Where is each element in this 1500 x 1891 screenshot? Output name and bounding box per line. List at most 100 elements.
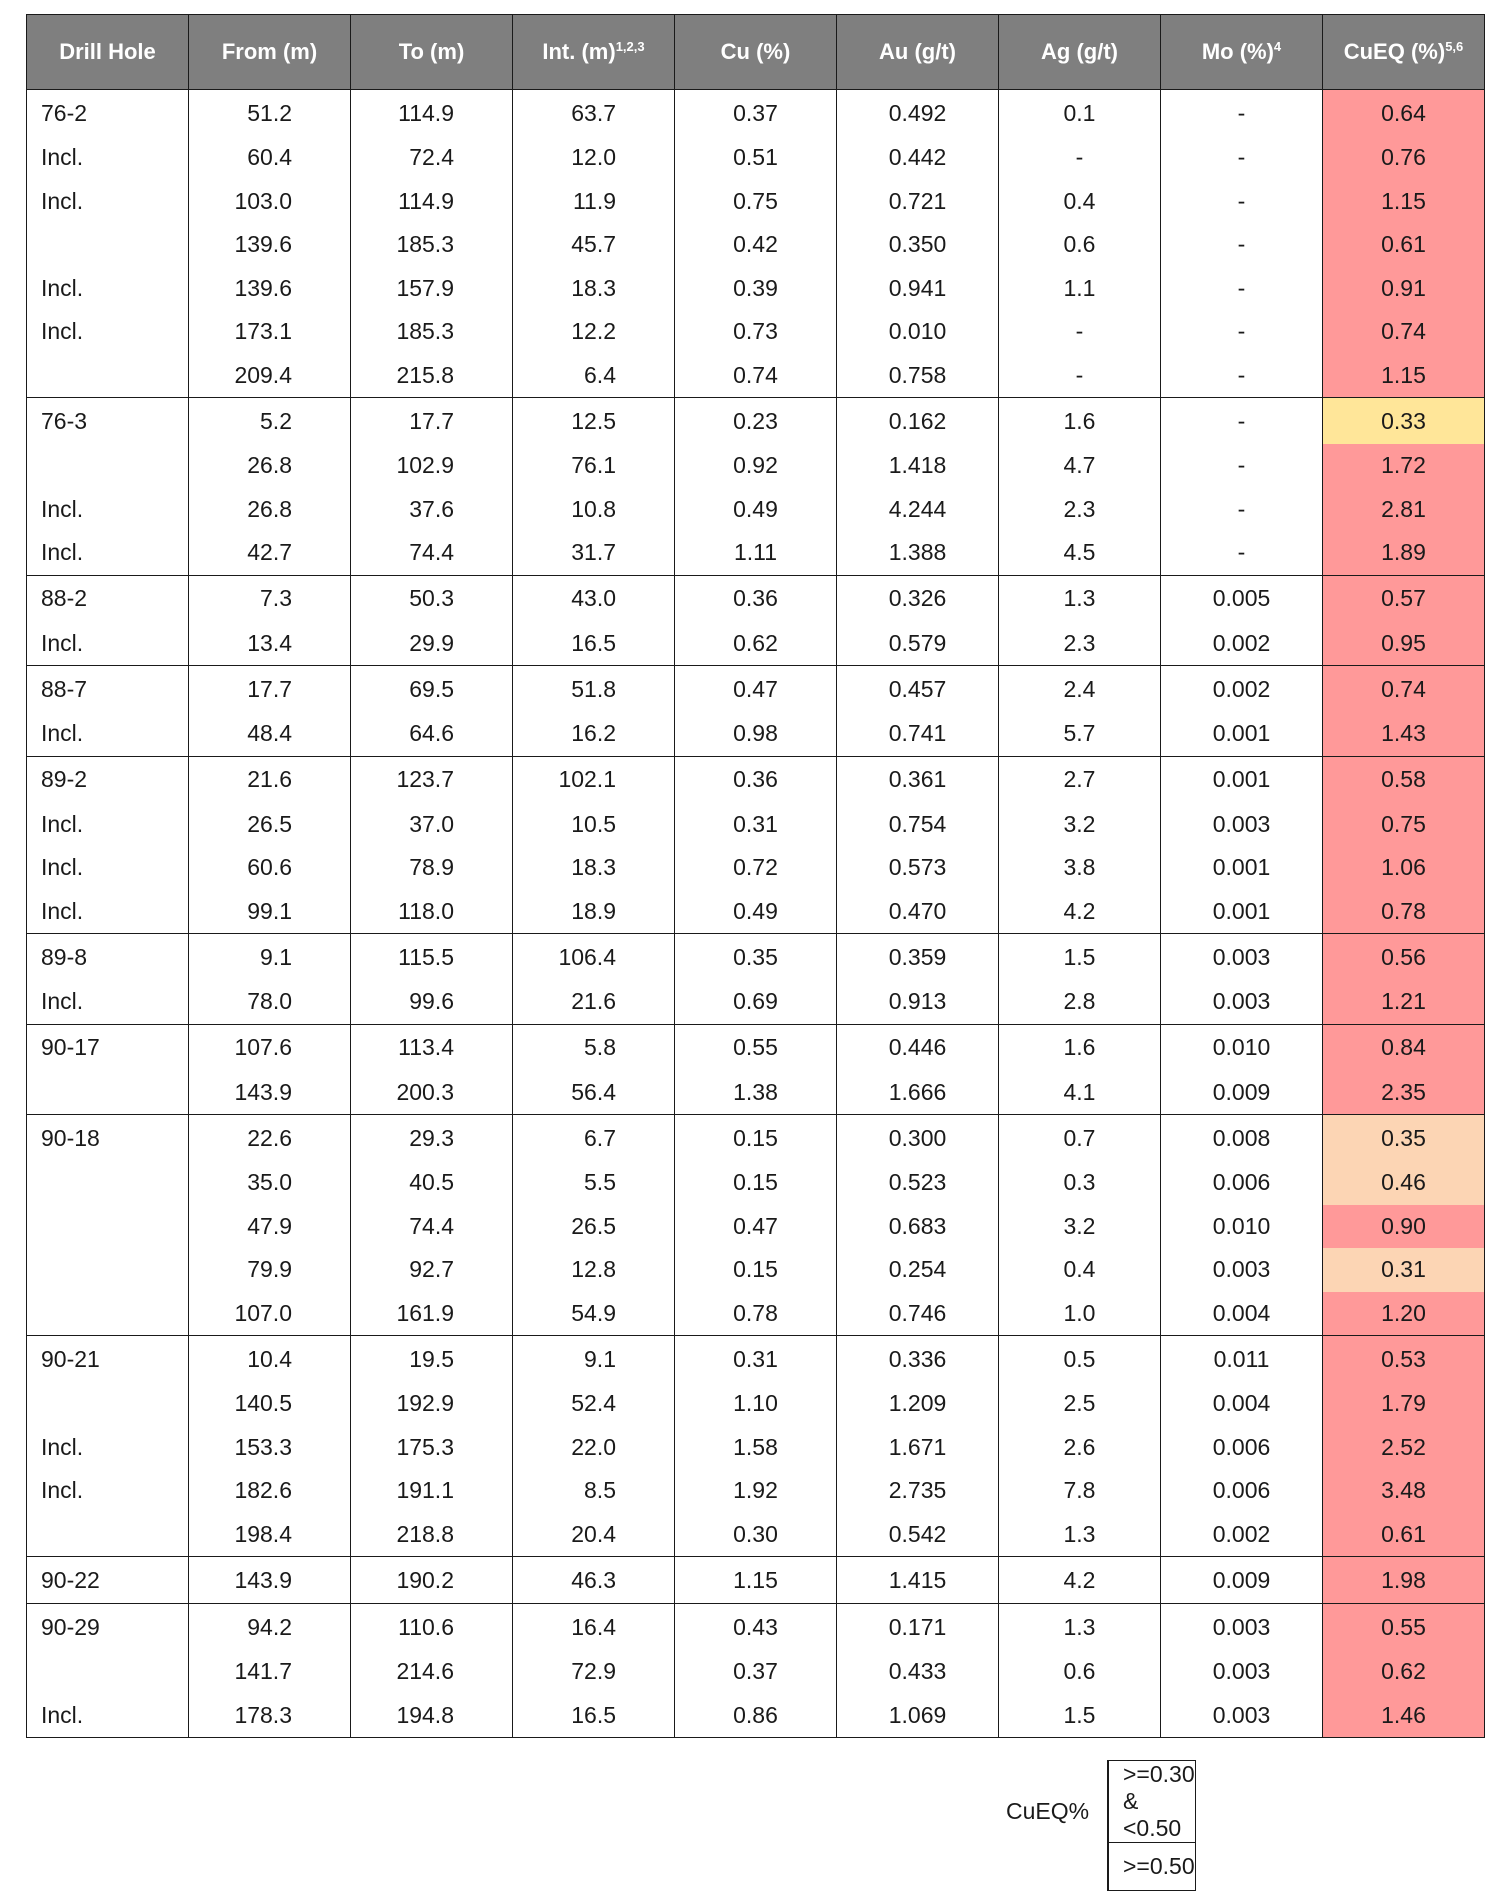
cell-cu: 0.31	[674, 802, 837, 846]
table-row: Incl. 153.3 175.3 22.0 1.58 1.671 2.6 0.006 2.52	[26, 1425, 1485, 1469]
cell-cueq: 0.61	[1322, 1512, 1485, 1557]
cell-cueq: 1.79	[1322, 1382, 1485, 1426]
cell-ag: 5.7	[998, 712, 1161, 756]
cell-cueq: 0.74	[1322, 310, 1485, 354]
cell-ag: 1.6	[998, 1023, 1161, 1071]
drill-results-table: Drill Hole From (m) To (m) Int. (m)1,2,3…	[26, 14, 1485, 1738]
cell-interval: 8.5	[512, 1469, 675, 1513]
cell-au: 0.010	[836, 310, 999, 354]
cell-interval: 72.9	[512, 1650, 675, 1694]
cell-from: 141.7	[188, 1650, 351, 1694]
cell-au: 0.359	[836, 933, 999, 980]
cell-interval: 26.5	[512, 1204, 675, 1248]
cell-from: 9.1	[188, 933, 351, 980]
cell-interval: 51.8	[512, 665, 675, 712]
cell-cu: 0.36	[674, 755, 837, 803]
cell-drill-hole: 88-2	[26, 574, 189, 622]
cell-mo: 0.003	[1160, 1693, 1323, 1738]
cell-au: 0.457	[836, 665, 999, 712]
cell-cueq: 1.72	[1322, 444, 1485, 488]
cell-drill-hole: Incl.	[26, 179, 189, 223]
cell-interval: 12.2	[512, 310, 675, 354]
cell-to: 74.4	[350, 531, 513, 575]
cell-au: 0.162	[836, 397, 999, 444]
cell-mo: 0.001	[1160, 889, 1323, 934]
cell-drill-hole: 89-8	[26, 933, 189, 980]
cell-interval: 16.2	[512, 712, 675, 756]
cell-from: 26.5	[188, 802, 351, 846]
cell-mo: 0.004	[1160, 1382, 1323, 1426]
cell-cueq: 1.20	[1322, 1291, 1485, 1336]
cell-to: 29.9	[350, 621, 513, 666]
cell-from: 51.2	[188, 89, 351, 136]
table-row: Incl. 60.6 78.9 18.3 0.72 0.573 3.8 0.001 1.06	[26, 846, 1485, 890]
cell-from: 13.4	[188, 621, 351, 666]
table-row: 47.9 74.4 26.5 0.47 0.683 3.2 0.010 0.90	[26, 1204, 1485, 1248]
cell-au: 0.433	[836, 1650, 999, 1694]
cell-to: 157.9	[350, 266, 513, 310]
cell-cueq: 0.56	[1322, 933, 1485, 980]
cell-interval: 12.8	[512, 1248, 675, 1292]
cell-interval: 22.0	[512, 1425, 675, 1469]
cell-from: 139.6	[188, 266, 351, 310]
header-row: Drill Hole From (m) To (m) Int. (m)1,2,3…	[26, 14, 1485, 90]
cell-cueq: 0.57	[1322, 574, 1485, 622]
cell-from: 17.7	[188, 665, 351, 712]
cell-to: 72.4	[350, 136, 513, 180]
table-row: 141.7 214.6 72.9 0.37 0.433 0.6 0.003 0.62	[26, 1650, 1485, 1694]
cell-mo: 0.003	[1160, 933, 1323, 980]
cell-ag: 3.8	[998, 846, 1161, 890]
cell-ag: 1.1	[998, 266, 1161, 310]
cell-interval: 16.4	[512, 1603, 675, 1650]
table-row: 88-2 7.3 50.3 43.0 0.36 0.326 1.3 0.005 0.57	[26, 574, 1485, 622]
cell-from: 42.7	[188, 531, 351, 575]
cell-to: 29.3	[350, 1114, 513, 1161]
cell-cu: 0.15	[674, 1248, 837, 1292]
cell-from: 21.6	[188, 755, 351, 803]
table-row: 209.4 215.8 6.4 0.74 0.758- -1.15	[26, 353, 1485, 398]
cell-from: 173.1	[188, 310, 351, 354]
legend-text: >=0.50	[1108, 1842, 1196, 1891]
legend-label: CuEQ%	[1006, 1798, 1090, 1824]
cell-au: 0.941	[836, 266, 999, 310]
cell-from: 107.0	[188, 1291, 351, 1336]
cell-to: 64.6	[350, 712, 513, 756]
cell-drill-hole	[26, 1161, 189, 1205]
cell-interval: 43.0	[512, 574, 675, 622]
header-cueq-footnote: 5,6	[1445, 39, 1464, 54]
table-row: 90-21 10.4 19.5 9.1 0.31 0.336 0.5 0.011 0.53	[26, 1335, 1485, 1382]
cell-au: 0.746	[836, 1291, 999, 1336]
table-row: 107.0 161.9 54.9 0.78 0.746 1.0 0.004 1.20	[26, 1291, 1485, 1336]
header-interval: Int. (m)1,2,3	[512, 14, 675, 90]
table-row: 76-2 51.2 114.9 63.7 0.37 0.492 0.1-0.64	[26, 89, 1485, 136]
cell-au: 1.415	[836, 1556, 999, 1604]
cell-cueq: 0.31	[1322, 1248, 1485, 1292]
cell-cu: 0.47	[674, 665, 837, 712]
table-row: Incl. 99.1 118.0 18.9 0.49 0.470 4.2 0.001 0.78	[26, 889, 1485, 934]
cell-mo: 0.002	[1160, 665, 1323, 712]
cell-cu: 0.78	[674, 1291, 837, 1336]
cell-cueq: 1.43	[1322, 712, 1485, 756]
cell-ag: 4.7	[998, 444, 1161, 488]
cell-interval: 16.5	[512, 1693, 675, 1738]
cell-mo: -	[1160, 397, 1323, 444]
cell-mo: 0.003	[1160, 1603, 1323, 1650]
cell-cu: 1.58	[674, 1425, 837, 1469]
cell-mo: 0.009	[1160, 1070, 1323, 1115]
cell-cu: 0.39	[674, 266, 837, 310]
table-row: 89-2 21.6 123.7 102.1 0.36 0.361 2.7 0.001 0.58	[26, 755, 1485, 803]
cell-au: 0.171	[836, 1603, 999, 1650]
cell-ag: 0.4	[998, 1248, 1161, 1292]
cell-interval: 45.7	[512, 223, 675, 267]
cell-cu: 1.15	[674, 1556, 837, 1604]
cell-ag: 1.5	[998, 1693, 1161, 1738]
cell-mo: 0.006	[1160, 1425, 1323, 1469]
cell-mo: 0.010	[1160, 1023, 1323, 1071]
cell-mo: 0.010	[1160, 1204, 1323, 1248]
cell-cu: 1.10	[674, 1382, 837, 1426]
cell-mo: 0.001	[1160, 846, 1323, 890]
cell-ag: -	[998, 136, 1161, 180]
cell-ag: 1.0	[998, 1291, 1161, 1336]
cell-au: 1.388	[836, 531, 999, 575]
cell-from: 94.2	[188, 1603, 351, 1650]
